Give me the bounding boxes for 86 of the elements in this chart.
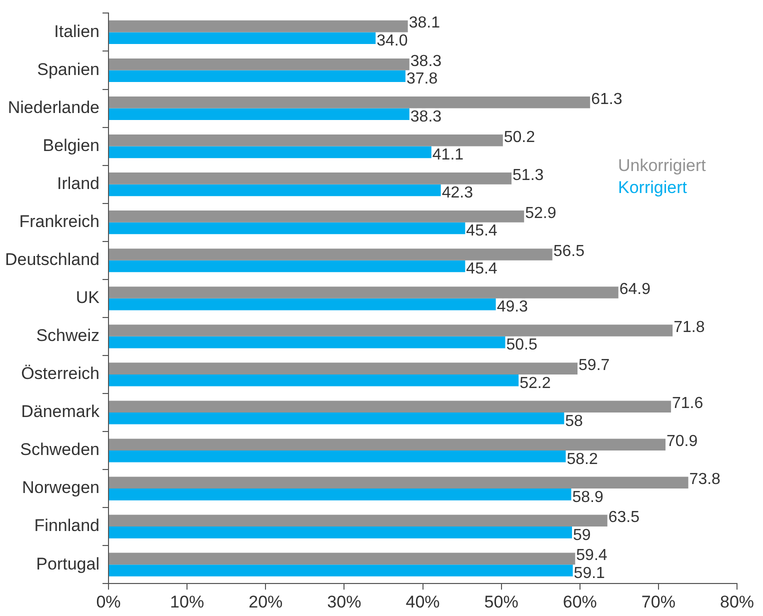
data-label: 42.3	[442, 184, 474, 202]
text: Unkorrigiert	[618, 155, 706, 177]
bar	[109, 400, 672, 412]
data-label: 58	[565, 412, 584, 430]
data-label: 56.5	[553, 242, 585, 260]
y-tick-label: Spanien	[37, 60, 100, 79]
y-tick-label: Belgien	[42, 136, 100, 155]
y-tick-label: Frankreich	[19, 212, 100, 232]
bar	[109, 564, 573, 576]
data-label: 59	[573, 526, 591, 544]
bar	[109, 298, 496, 310]
bar	[109, 172, 512, 184]
bar	[109, 286, 618, 298]
bar	[109, 438, 666, 451]
data-label: 45.4	[466, 222, 498, 240]
y-tick-label: Norwegen	[22, 478, 100, 498]
x-tick-label: 80%	[720, 592, 754, 612]
data-label: 59.4	[576, 547, 608, 564]
bar	[109, 108, 410, 120]
bar	[109, 96, 590, 108]
data-label: 45.4	[466, 260, 498, 278]
data-label: 59.7	[578, 356, 610, 374]
data-label: 58.2	[566, 450, 598, 468]
data-label: 38.3	[410, 52, 442, 70]
data-label: 51.3	[512, 166, 544, 184]
y-tick-label: Italien	[54, 22, 100, 41]
data-label: 49.3	[496, 298, 528, 316]
data-label: 63.5	[608, 509, 640, 526]
data-label: 58.9	[572, 488, 604, 506]
data-label: 38.1	[408, 14, 440, 32]
bar	[109, 32, 376, 44]
bar	[109, 20, 408, 32]
bar	[109, 488, 572, 500]
data-label: 52.9	[525, 204, 556, 222]
y-tick-label: Deutschland	[4, 250, 100, 270]
data-label: 34.0	[376, 32, 408, 50]
bar	[109, 336, 506, 348]
y-tick-label: Dänemark	[21, 402, 100, 422]
y-tick-label: Finnland	[34, 516, 100, 536]
bar	[109, 248, 552, 260]
x-tick-label: 10%	[170, 592, 204, 612]
x-tick-label: 0%	[96, 592, 121, 612]
data-label: 73.8	[689, 471, 721, 488]
data-label: 50.2	[504, 128, 536, 146]
bar	[109, 374, 519, 386]
data-label: 70.9	[666, 433, 698, 450]
bar	[109, 552, 576, 565]
bar	[109, 70, 406, 82]
bar	[109, 260, 466, 272]
data-label: 71.8	[674, 318, 705, 336]
data-label: 71.6	[672, 394, 704, 412]
bar	[109, 58, 410, 70]
bar	[109, 526, 572, 538]
x-tick-label: 60%	[562, 592, 597, 612]
y-tick-label: Niederlande	[8, 98, 100, 117]
text: Korrigiert	[618, 177, 688, 199]
data-label: 38.3	[410, 108, 442, 126]
x-tick-label: 70%	[641, 592, 676, 612]
bar	[109, 362, 578, 374]
bar	[109, 412, 564, 424]
y-tick-label: UK	[76, 288, 100, 308]
y-tick-label: Schweden	[20, 440, 100, 460]
bar	[109, 184, 441, 196]
bar	[109, 324, 673, 336]
x-tick-label: 20%	[248, 592, 283, 612]
y-tick-label: Irland	[56, 174, 100, 194]
bar	[109, 222, 466, 234]
bar	[109, 146, 432, 158]
bar	[109, 514, 608, 527]
bar	[109, 134, 503, 146]
data-label: 52.2	[520, 374, 551, 392]
bar	[109, 450, 566, 462]
y-tick-label: Schweiz	[36, 326, 100, 346]
data-label: 59.1	[574, 564, 606, 582]
data-label: 61.3	[591, 90, 622, 108]
bar	[109, 210, 524, 222]
x-tick-label: 40%	[406, 592, 440, 612]
data-label: 41.1	[432, 146, 464, 164]
data-label: 50.5	[506, 336, 538, 354]
x-tick-label: 30%	[327, 592, 362, 612]
y-tick-label: Österreich	[21, 364, 100, 384]
bar	[109, 476, 688, 489]
y-tick-label: Portugal	[36, 554, 100, 574]
x-tick-label: 50%	[484, 592, 518, 612]
data-label: 64.9	[619, 280, 651, 298]
data-label: 37.8	[406, 70, 438, 88]
